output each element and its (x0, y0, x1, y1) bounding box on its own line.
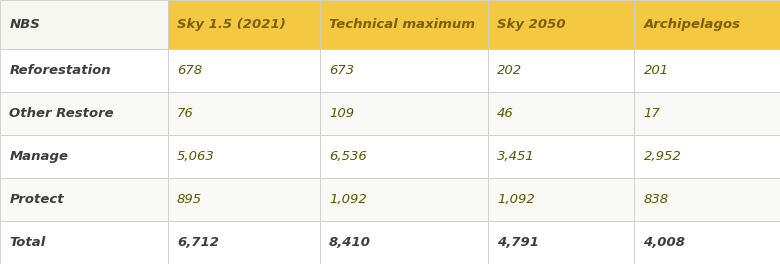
Text: 17: 17 (644, 107, 660, 120)
Bar (168, 135, 320, 178)
Text: 2,952: 2,952 (644, 150, 681, 163)
Bar (320, 135, 488, 178)
Bar (488, 178, 634, 221)
Text: 5,063: 5,063 (177, 150, 214, 163)
Text: 4,008: 4,008 (644, 236, 686, 249)
Bar (168, 178, 320, 221)
Bar (168, 221, 320, 264)
Text: 1,092: 1,092 (329, 193, 367, 206)
Text: Sky 1.5 (2021): Sky 1.5 (2021) (177, 18, 285, 31)
Bar (634, 92, 780, 135)
Bar (320, 221, 488, 264)
Text: Total: Total (9, 236, 45, 249)
Bar (168, 92, 320, 135)
Bar (634, 0, 780, 49)
Text: Sky 2050: Sky 2050 (497, 18, 566, 31)
Text: Technical maximum: Technical maximum (329, 18, 475, 31)
Bar (320, 178, 488, 221)
Bar (488, 221, 634, 264)
Bar (0, 0, 168, 49)
Bar (0, 92, 168, 135)
Text: 8,410: 8,410 (329, 236, 371, 249)
Text: 3,451: 3,451 (497, 150, 534, 163)
Bar (320, 0, 488, 49)
Bar (0, 221, 168, 264)
Text: 678: 678 (177, 64, 202, 77)
Text: Archipelagos: Archipelagos (644, 18, 740, 31)
Bar (634, 221, 780, 264)
Text: 76: 76 (177, 107, 193, 120)
Text: 109: 109 (329, 107, 354, 120)
Text: 6,712: 6,712 (177, 236, 219, 249)
Text: 895: 895 (177, 193, 202, 206)
Bar (488, 0, 634, 49)
Text: Other Restore: Other Restore (9, 107, 114, 120)
Bar (634, 49, 780, 92)
Bar (0, 49, 168, 92)
Bar (320, 49, 488, 92)
Text: Manage: Manage (9, 150, 69, 163)
Bar (0, 135, 168, 178)
Text: Reforestation: Reforestation (9, 64, 111, 77)
Text: 202: 202 (497, 64, 522, 77)
Bar (488, 49, 634, 92)
Text: NBS: NBS (9, 18, 40, 31)
Bar (0, 178, 168, 221)
Text: 838: 838 (644, 193, 668, 206)
Text: 4,791: 4,791 (497, 236, 539, 249)
Text: 46: 46 (497, 107, 513, 120)
Text: 6,536: 6,536 (329, 150, 367, 163)
Text: Protect: Protect (9, 193, 64, 206)
Text: 201: 201 (644, 64, 668, 77)
Bar (488, 92, 634, 135)
Bar (488, 135, 634, 178)
Text: 1,092: 1,092 (497, 193, 534, 206)
Bar (634, 178, 780, 221)
Bar (634, 135, 780, 178)
Bar (168, 0, 320, 49)
Bar (320, 92, 488, 135)
Text: 673: 673 (329, 64, 354, 77)
Bar (168, 49, 320, 92)
